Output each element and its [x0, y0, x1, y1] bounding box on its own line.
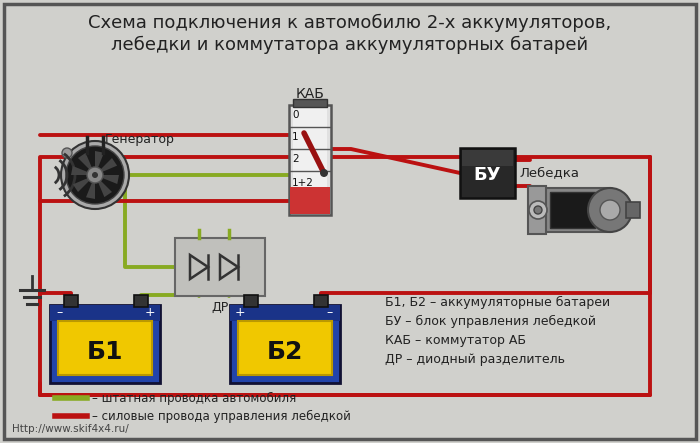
Circle shape — [600, 200, 620, 220]
Circle shape — [66, 146, 124, 204]
Circle shape — [529, 201, 547, 219]
Text: Б1, Б2 – аккумуляторные батареи: Б1, Б2 – аккумуляторные батареи — [385, 296, 610, 309]
Text: – силовые провода управления лебедкой: – силовые провода управления лебедкой — [92, 409, 351, 423]
Text: лебедки и коммутатора аккумуляторных батарей: лебедки и коммутатора аккумуляторных бат… — [111, 36, 589, 54]
Text: 0: 0 — [292, 110, 298, 120]
Bar — [626, 202, 640, 218]
Text: Б1: Б1 — [87, 340, 123, 364]
Text: Http://www.skif4x4.ru/: Http://www.skif4x4.ru/ — [12, 424, 129, 434]
Text: Б2: Б2 — [267, 340, 303, 364]
Bar — [462, 150, 513, 166]
Circle shape — [61, 141, 129, 209]
Bar — [238, 321, 332, 375]
Text: Лебедка: Лебедка — [520, 167, 580, 179]
Bar — [528, 186, 546, 234]
Text: –: – — [327, 307, 333, 319]
Polygon shape — [71, 166, 88, 175]
Text: – штатная проводка автомобиля: – штатная проводка автомобиля — [92, 392, 296, 404]
Text: 1+2: 1+2 — [292, 178, 314, 188]
Bar — [550, 192, 595, 228]
Polygon shape — [73, 178, 90, 192]
Text: Генератор: Генератор — [105, 133, 175, 146]
Circle shape — [320, 169, 328, 177]
Bar — [175, 238, 265, 296]
Bar — [230, 305, 340, 383]
Bar — [64, 295, 78, 307]
Text: ДР: ДР — [211, 301, 229, 314]
Bar — [58, 321, 152, 375]
Text: ДР – диодный разделитель: ДР – диодный разделитель — [385, 353, 565, 366]
Bar — [50, 305, 160, 321]
Text: –: – — [57, 307, 63, 319]
Bar — [314, 295, 328, 307]
Bar — [134, 295, 148, 307]
Text: БУ – блок управления лебедкой: БУ – блок управления лебедкой — [385, 315, 596, 328]
Circle shape — [534, 206, 542, 214]
Polygon shape — [100, 158, 117, 172]
Circle shape — [92, 172, 98, 178]
Polygon shape — [102, 175, 119, 184]
Bar — [293, 107, 327, 213]
Polygon shape — [78, 153, 92, 170]
Text: 2: 2 — [292, 154, 299, 164]
Bar — [50, 305, 160, 383]
Circle shape — [87, 167, 103, 183]
Bar — [290, 187, 330, 214]
Text: БУ: БУ — [473, 166, 500, 184]
Text: +: + — [145, 307, 155, 319]
Bar — [293, 99, 327, 107]
Text: +: + — [234, 307, 245, 319]
Bar — [244, 295, 258, 307]
Polygon shape — [98, 180, 112, 197]
Bar — [460, 148, 515, 198]
Circle shape — [62, 148, 72, 158]
Polygon shape — [86, 182, 95, 199]
Polygon shape — [95, 151, 104, 168]
Text: 1: 1 — [292, 132, 299, 142]
Bar — [289, 105, 331, 215]
Bar — [530, 188, 610, 232]
Text: КАБ – коммутатор АБ: КАБ – коммутатор АБ — [385, 334, 526, 347]
Circle shape — [588, 188, 632, 232]
Text: Схема подключения к автомобилю 2-х аккумуляторов,: Схема подключения к автомобилю 2-х аккум… — [88, 14, 612, 32]
Bar — [230, 305, 340, 321]
Text: КАБ: КАБ — [295, 87, 324, 101]
